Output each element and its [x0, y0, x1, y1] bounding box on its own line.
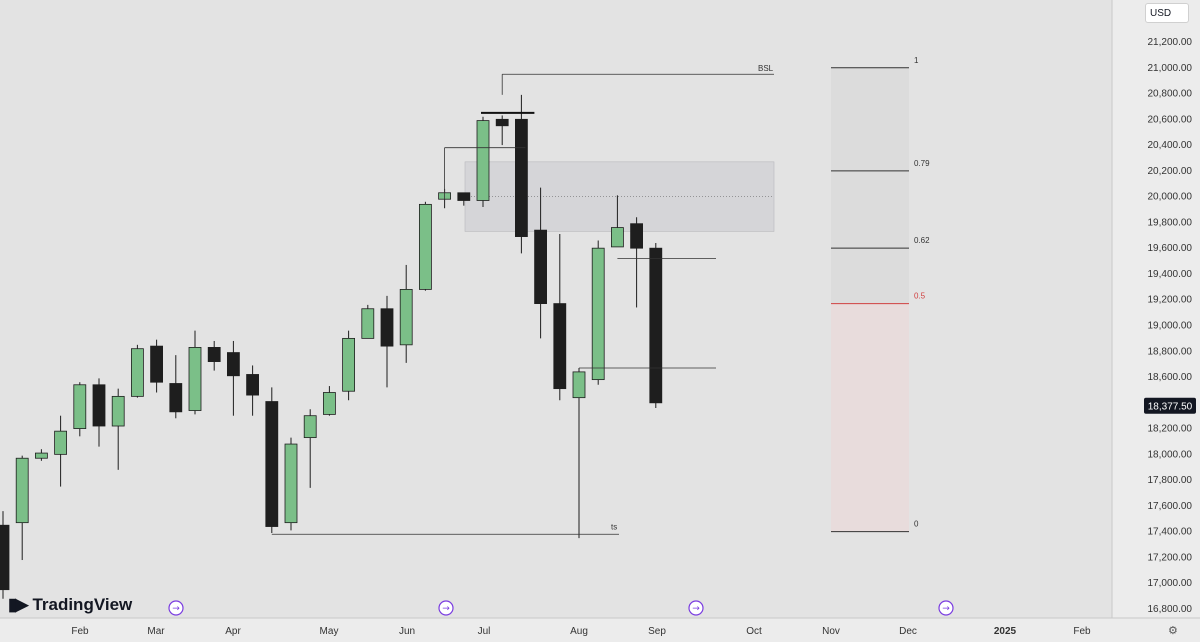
price-tick-label: 17,200.00	[1148, 552, 1193, 563]
fib-level-label: 0.79	[914, 159, 930, 168]
candle-body	[591, 247, 605, 381]
candle-body	[265, 401, 279, 527]
price-tick-label: 20,600.00	[1148, 114, 1193, 125]
tradingview-logo: ▮▶ TradingView	[8, 595, 132, 615]
candle-body	[54, 430, 67, 455]
candle-body	[111, 395, 125, 427]
price-tick-label: 19,000.00	[1148, 321, 1193, 332]
candle-body	[130, 348, 144, 397]
candle-body	[342, 337, 356, 392]
price-tick-label: 20,000.00	[1148, 192, 1193, 203]
candle-body	[0, 524, 10, 591]
price-tick-label: 17,800.00	[1148, 475, 1193, 486]
candle-body	[303, 415, 317, 439]
candle-body	[630, 223, 643, 249]
time-tick-label: Jul	[478, 626, 491, 637]
fib-upper-zone	[831, 67, 909, 304]
candle-body	[611, 227, 624, 248]
fib-lower-zone	[831, 303, 909, 532]
candle-body	[649, 247, 663, 404]
candle-body	[73, 384, 87, 429]
time-tick-label: Aug	[570, 626, 588, 637]
candle-body	[399, 289, 413, 346]
time-tick-label: Jun	[399, 626, 415, 637]
time-tick-label: May	[320, 626, 339, 637]
price-tick-label: 16,800.00	[1148, 604, 1193, 615]
bsl-label: BSL	[758, 64, 774, 73]
candle-body	[553, 303, 567, 390]
price-tick-label: 18,000.00	[1148, 449, 1193, 460]
candle-body	[150, 345, 164, 383]
candle-body	[322, 392, 336, 415]
price-tick-label: 19,400.00	[1148, 269, 1193, 280]
time-tick-label: Mar	[147, 626, 165, 637]
price-tick-label: 19,800.00	[1148, 217, 1193, 228]
event-marker-icon	[438, 600, 454, 616]
event-arrow-icon: →	[692, 604, 700, 614]
price-tick-label: 18,800.00	[1148, 346, 1193, 357]
time-tick-label: Apr	[225, 626, 241, 637]
fib-level-label: 1	[914, 56, 919, 65]
candle-body	[361, 308, 375, 339]
candle-body	[188, 347, 202, 411]
candle-body	[572, 371, 586, 399]
candle-body	[226, 352, 240, 377]
price-tick-label: 17,400.00	[1148, 527, 1193, 538]
candle-body	[457, 192, 471, 201]
price-tick-label: 21,000.00	[1148, 63, 1193, 74]
candle-body	[35, 452, 48, 459]
price-tick-label: 19,200.00	[1148, 295, 1193, 306]
time-tick-label: Nov	[822, 626, 840, 637]
time-tick-label: Dec	[899, 626, 917, 637]
price-tick-label: 18,200.00	[1148, 424, 1193, 435]
price-tick-label: 18,600.00	[1148, 372, 1193, 383]
premium-zone-box	[464, 161, 775, 232]
candle-body	[92, 384, 106, 427]
currency-label: USD	[1150, 8, 1172, 19]
event-marker-icon	[688, 600, 704, 616]
event-marker-icon	[168, 600, 184, 616]
price-tick-label: 17,600.00	[1148, 501, 1193, 512]
fib-level-label: 0.5	[914, 292, 926, 301]
last-price-tag	[1144, 397, 1196, 414]
event-marker-icon	[938, 600, 954, 616]
logo-icon: ▮▶	[8, 595, 28, 614]
price-tick-label: 20,200.00	[1148, 166, 1193, 177]
candle-body	[418, 203, 432, 290]
price-tick-label: 19,600.00	[1148, 243, 1193, 254]
price-tick-label: 20,400.00	[1148, 140, 1193, 151]
candle-body	[476, 120, 490, 201]
time-tick-label: Sep	[648, 626, 666, 637]
fib-level-label: 0.62	[914, 236, 930, 245]
candle-body	[169, 383, 183, 413]
candle-body	[380, 308, 394, 347]
time-axis	[0, 618, 1200, 642]
time-tick-label: 2025	[994, 626, 1017, 637]
event-arrow-icon: →	[442, 604, 450, 614]
event-arrow-icon: →	[172, 604, 180, 614]
price-tick-label: 21,200.00	[1148, 37, 1193, 48]
price-tick-label: 17,000.00	[1148, 578, 1193, 589]
candle-body	[207, 347, 221, 362]
candle-body	[495, 118, 509, 127]
time-tick-label: Feb	[1073, 626, 1091, 637]
price-tick-label: 20,800.00	[1148, 89, 1193, 100]
candle-body	[15, 457, 29, 524]
time-tick-label: Feb	[71, 626, 89, 637]
candle-body	[534, 229, 547, 304]
last-price-label: 18,377.50	[1148, 402, 1193, 413]
event-arrow-icon: →	[942, 604, 950, 614]
candle-body	[515, 118, 528, 237]
gear-icon[interactable]: ⚙	[1168, 625, 1178, 637]
fib-level-label: 0	[914, 520, 919, 529]
logo-text: TradingView	[32, 595, 133, 614]
candle-body	[284, 443, 298, 524]
currency-selector[interactable]: USD	[1145, 3, 1189, 23]
time-tick-label: Oct	[746, 626, 762, 637]
ts-label: ts	[611, 522, 617, 531]
price-axis	[1112, 0, 1200, 642]
candle-body	[246, 374, 260, 396]
